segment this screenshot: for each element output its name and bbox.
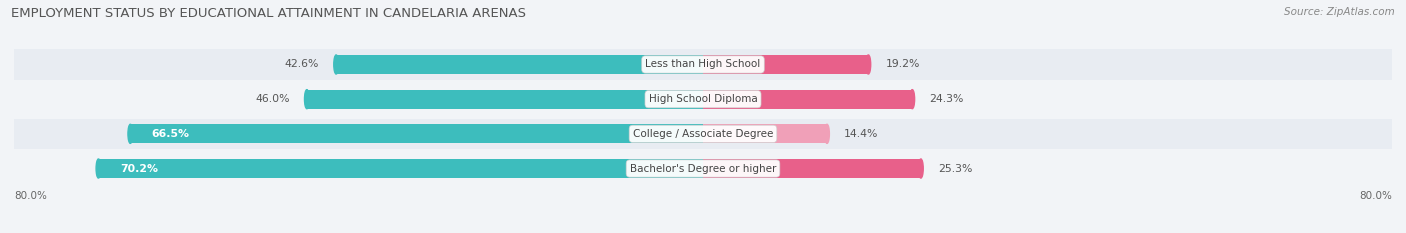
Bar <box>703 90 912 109</box>
Bar <box>336 55 703 74</box>
Bar <box>14 84 1392 114</box>
Bar <box>14 49 1392 80</box>
Text: 80.0%: 80.0% <box>1360 191 1392 201</box>
Text: 14.4%: 14.4% <box>844 129 879 139</box>
Circle shape <box>866 55 870 74</box>
Text: 80.0%: 80.0% <box>14 191 46 201</box>
Circle shape <box>333 55 339 74</box>
Circle shape <box>305 90 309 109</box>
Bar <box>98 159 703 178</box>
Text: EMPLOYMENT STATUS BY EDUCATIONAL ATTAINMENT IN CANDELARIA ARENAS: EMPLOYMENT STATUS BY EDUCATIONAL ATTAINM… <box>11 7 526 20</box>
Circle shape <box>128 124 132 143</box>
Circle shape <box>918 159 924 178</box>
Circle shape <box>825 124 830 143</box>
Text: 70.2%: 70.2% <box>120 164 157 174</box>
Text: 24.3%: 24.3% <box>929 94 965 104</box>
Bar <box>131 124 703 143</box>
Text: 25.3%: 25.3% <box>938 164 973 174</box>
Text: College / Associate Degree: College / Associate Degree <box>633 129 773 139</box>
Bar <box>307 90 703 109</box>
Circle shape <box>910 90 915 109</box>
Text: 66.5%: 66.5% <box>152 129 190 139</box>
Text: 19.2%: 19.2% <box>886 59 920 69</box>
Text: Bachelor's Degree or higher: Bachelor's Degree or higher <box>630 164 776 174</box>
Bar <box>14 153 1392 184</box>
Bar <box>703 55 869 74</box>
Text: High School Diploma: High School Diploma <box>648 94 758 104</box>
Text: Less than High School: Less than High School <box>645 59 761 69</box>
Text: Source: ZipAtlas.com: Source: ZipAtlas.com <box>1284 7 1395 17</box>
Text: 42.6%: 42.6% <box>284 59 319 69</box>
Bar <box>703 124 827 143</box>
Bar <box>14 119 1392 149</box>
Circle shape <box>96 159 101 178</box>
Bar <box>703 159 921 178</box>
Text: 46.0%: 46.0% <box>254 94 290 104</box>
